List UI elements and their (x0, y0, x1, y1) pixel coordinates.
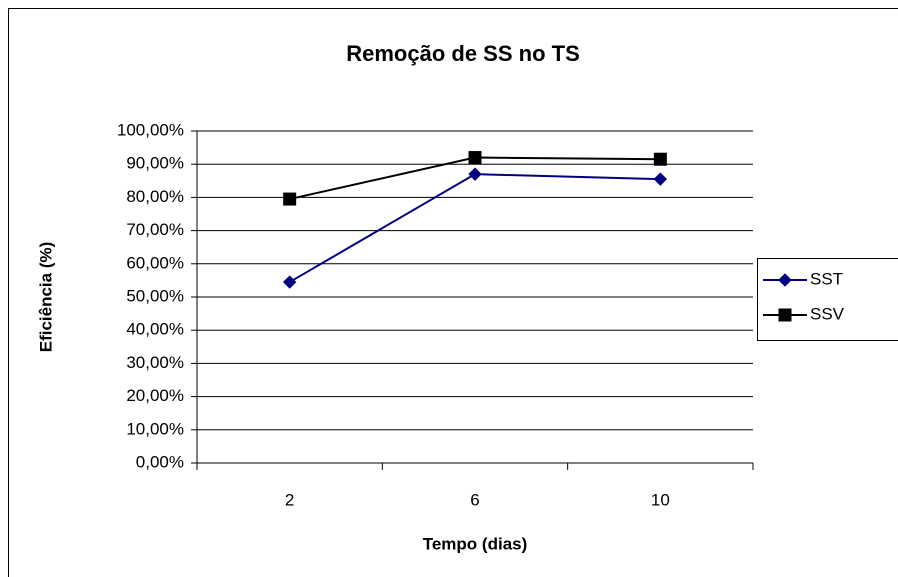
y-tick-label: 30,00% (126, 353, 184, 372)
y-tick-label: 10,00% (126, 419, 184, 438)
legend-marker (778, 308, 792, 322)
y-tick-label: 70,00% (126, 220, 184, 239)
legend-label: SST (810, 269, 843, 288)
y-tick-label: 90,00% (126, 154, 184, 173)
legend-label: SSV (810, 304, 845, 323)
y-tick-label: 0,00% (136, 452, 184, 471)
data-point (282, 275, 297, 289)
chart-border (8, 8, 898, 577)
x-axis-label: Tempo (dias) (423, 534, 528, 553)
y-tick-label: 50,00% (126, 286, 184, 305)
legend-marker (778, 273, 792, 287)
x-tick-label: 2 (285, 490, 294, 509)
y-tick-label: 60,00% (126, 253, 184, 272)
data-point (653, 172, 668, 186)
y-axis-label: Eficiência (%) (36, 242, 55, 353)
x-tick-label: 10 (651, 490, 670, 509)
y-tick-label: 80,00% (126, 187, 184, 206)
y-tick-label: 20,00% (126, 386, 184, 405)
y-tick-label: 100,00% (117, 120, 184, 139)
chart-title: Remoção de SS no TS (346, 41, 580, 66)
data-point (653, 152, 667, 166)
data-point (283, 192, 297, 206)
y-tick-label: 40,00% (126, 320, 184, 339)
data-point (468, 167, 482, 181)
legend-box (757, 258, 898, 341)
x-tick-label: 6 (470, 490, 479, 509)
data-point (468, 151, 482, 165)
